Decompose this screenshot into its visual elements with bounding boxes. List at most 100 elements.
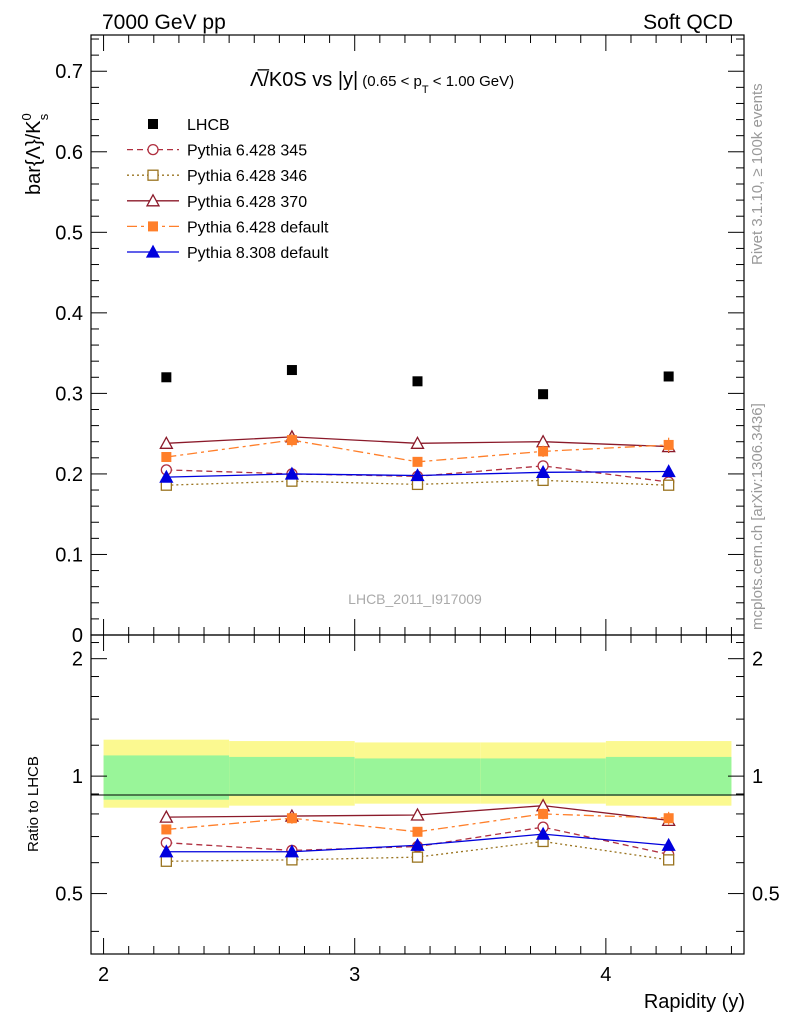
data-point (412, 376, 423, 387)
data-point (535, 826, 551, 840)
series-p370-main (159, 429, 676, 453)
ylabel-main-text: bar{Λ}/K (23, 120, 45, 195)
data-point (412, 826, 423, 837)
mcplots-label: mcplots.cern.ch [arXiv:1306.3436] (749, 403, 766, 630)
legend-entry-p345: Pythia 6.428 345 (127, 143, 307, 160)
data-point (161, 824, 172, 835)
data-point (538, 389, 549, 400)
data-point (410, 837, 425, 851)
data-point (663, 813, 674, 824)
band-inner (480, 758, 606, 796)
legend-marker (145, 244, 161, 258)
y-tick-label: 0.6 (55, 142, 83, 164)
y-tick-label: 0.3 (55, 383, 83, 405)
legend-label: Pythia 6.428 345 (187, 143, 307, 160)
title-main: Λ̅/K0S vs |y| (250, 68, 358, 91)
legend-marker (145, 193, 161, 207)
data-point (160, 855, 172, 867)
legend-entry-p8def: Pythia 8.308 default (127, 244, 329, 262)
ratio-axes: 0.5 0.5 1 1 2 2 2 3 4 (55, 635, 780, 986)
data-point (410, 807, 425, 821)
data-point (663, 479, 675, 491)
legend-label: Pythia 6.428 370 (187, 194, 307, 211)
ratio-ylabel: Ratio to LHCB (25, 756, 42, 852)
data-point (159, 809, 174, 823)
series-p8def-main (159, 464, 676, 483)
data-point (538, 446, 549, 457)
series-p6def-main (161, 433, 674, 467)
data-point (412, 456, 423, 467)
svg-text:bar{Λ}/K0s: bar{Λ}/K0 s (19, 113, 51, 195)
data-point (411, 851, 424, 863)
legend-marker (148, 221, 158, 232)
title-sub-post: < 1.00 GeV) (429, 73, 514, 90)
legend-entry-p370: Pythia 6.428 370 (127, 193, 307, 211)
plot-title: Λ̅/K0S vs |y| (0.65 < pT < 1.00 GeV) (250, 68, 514, 96)
legend-label: Pythia 6.428 default (187, 219, 329, 236)
header-left: 7000 GeV pp (102, 11, 226, 34)
ratio-y-tick-label-right: 1 (752, 766, 763, 788)
data-point (286, 435, 297, 446)
data-point (286, 365, 297, 376)
main-axes: 0 0.1 0.2 0.3 0.4 0.5 0.6 0.7 (55, 35, 744, 647)
y-tick-label: 0.7 (55, 61, 83, 83)
legend-entry-p346: Pythia 6.428 346 (127, 168, 307, 185)
legend-entry-data: LHCB (148, 117, 230, 134)
legend-marker (148, 119, 158, 129)
data-point (410, 435, 425, 449)
main-series (159, 365, 676, 491)
band-inner (354, 758, 481, 796)
y-tick-label: 0.4 (55, 303, 83, 325)
title-sub-T: T (422, 84, 429, 96)
data-point (161, 452, 172, 463)
ratio-y-tick-label: 0.5 (55, 884, 83, 906)
data-point (535, 464, 551, 478)
legend: LHCB Pythia 6.428 345 Pythia 6.428 346 Pyth… (127, 117, 329, 262)
ratio-frame (90, 634, 745, 955)
ratio-y-tick-label-right: 0.5 (752, 884, 780, 906)
band-inner (605, 756, 732, 796)
x-tick-label: 3 (349, 964, 360, 986)
data-point (538, 808, 549, 819)
x-tick-label: 2 (98, 964, 109, 986)
header-right: Soft QCD (643, 11, 733, 34)
y-tick-label: 0.2 (55, 464, 83, 486)
legend-marker (147, 169, 159, 181)
ylabel-main-sub: s (36, 113, 51, 120)
analysis-watermark: LHCB_2011_I917009 (348, 591, 482, 607)
ylabel-main-sup: 0 (19, 113, 34, 120)
data-point (161, 372, 172, 383)
data-point (159, 469, 174, 483)
ratio-bands (103, 739, 732, 808)
data-point (159, 435, 174, 449)
legend-entry-p6def: Pythia 6.428 default (127, 219, 329, 236)
ratio-y-tick-label: 2 (72, 649, 83, 671)
data-point (159, 844, 174, 858)
data-point (661, 837, 676, 851)
legend-marker (147, 143, 159, 156)
legend-label: LHCB (187, 117, 230, 134)
data-point (663, 371, 674, 382)
rivet-label: Rivet 3.1.10, ≥ 100k events (749, 83, 766, 265)
data-point (410, 468, 425, 482)
series-p8def-ratio (159, 826, 676, 858)
y-tick-label: 0.1 (55, 544, 83, 566)
series-p346-ratio (160, 835, 675, 867)
x-tick-label: 4 (600, 964, 611, 986)
x-axis-label: Rapidity (y) (644, 991, 745, 1013)
data-point (661, 464, 676, 478)
data-point (663, 854, 675, 866)
legend-label: Pythia 6.428 346 (187, 168, 307, 185)
band-inner (103, 755, 230, 800)
ratio-y-tick-label-right: 2 (752, 649, 763, 671)
main-ylabel: bar{Λ}/K0 s (19, 113, 51, 195)
data-point (284, 844, 300, 858)
title-sub-pre: (0.65 < p (362, 73, 422, 90)
svg-text:Λ̅/K0S vs |y|(0.65 < pT < 1.00: Λ̅/K0S vs |y| (0.65 < pT < 1.00 GeV) (250, 68, 514, 96)
data-point (286, 813, 297, 824)
ratio-y-tick-label: 1 (72, 766, 83, 788)
y-tick-label: 0 (72, 625, 83, 647)
ratio-series (159, 798, 676, 867)
data-point (284, 466, 300, 480)
